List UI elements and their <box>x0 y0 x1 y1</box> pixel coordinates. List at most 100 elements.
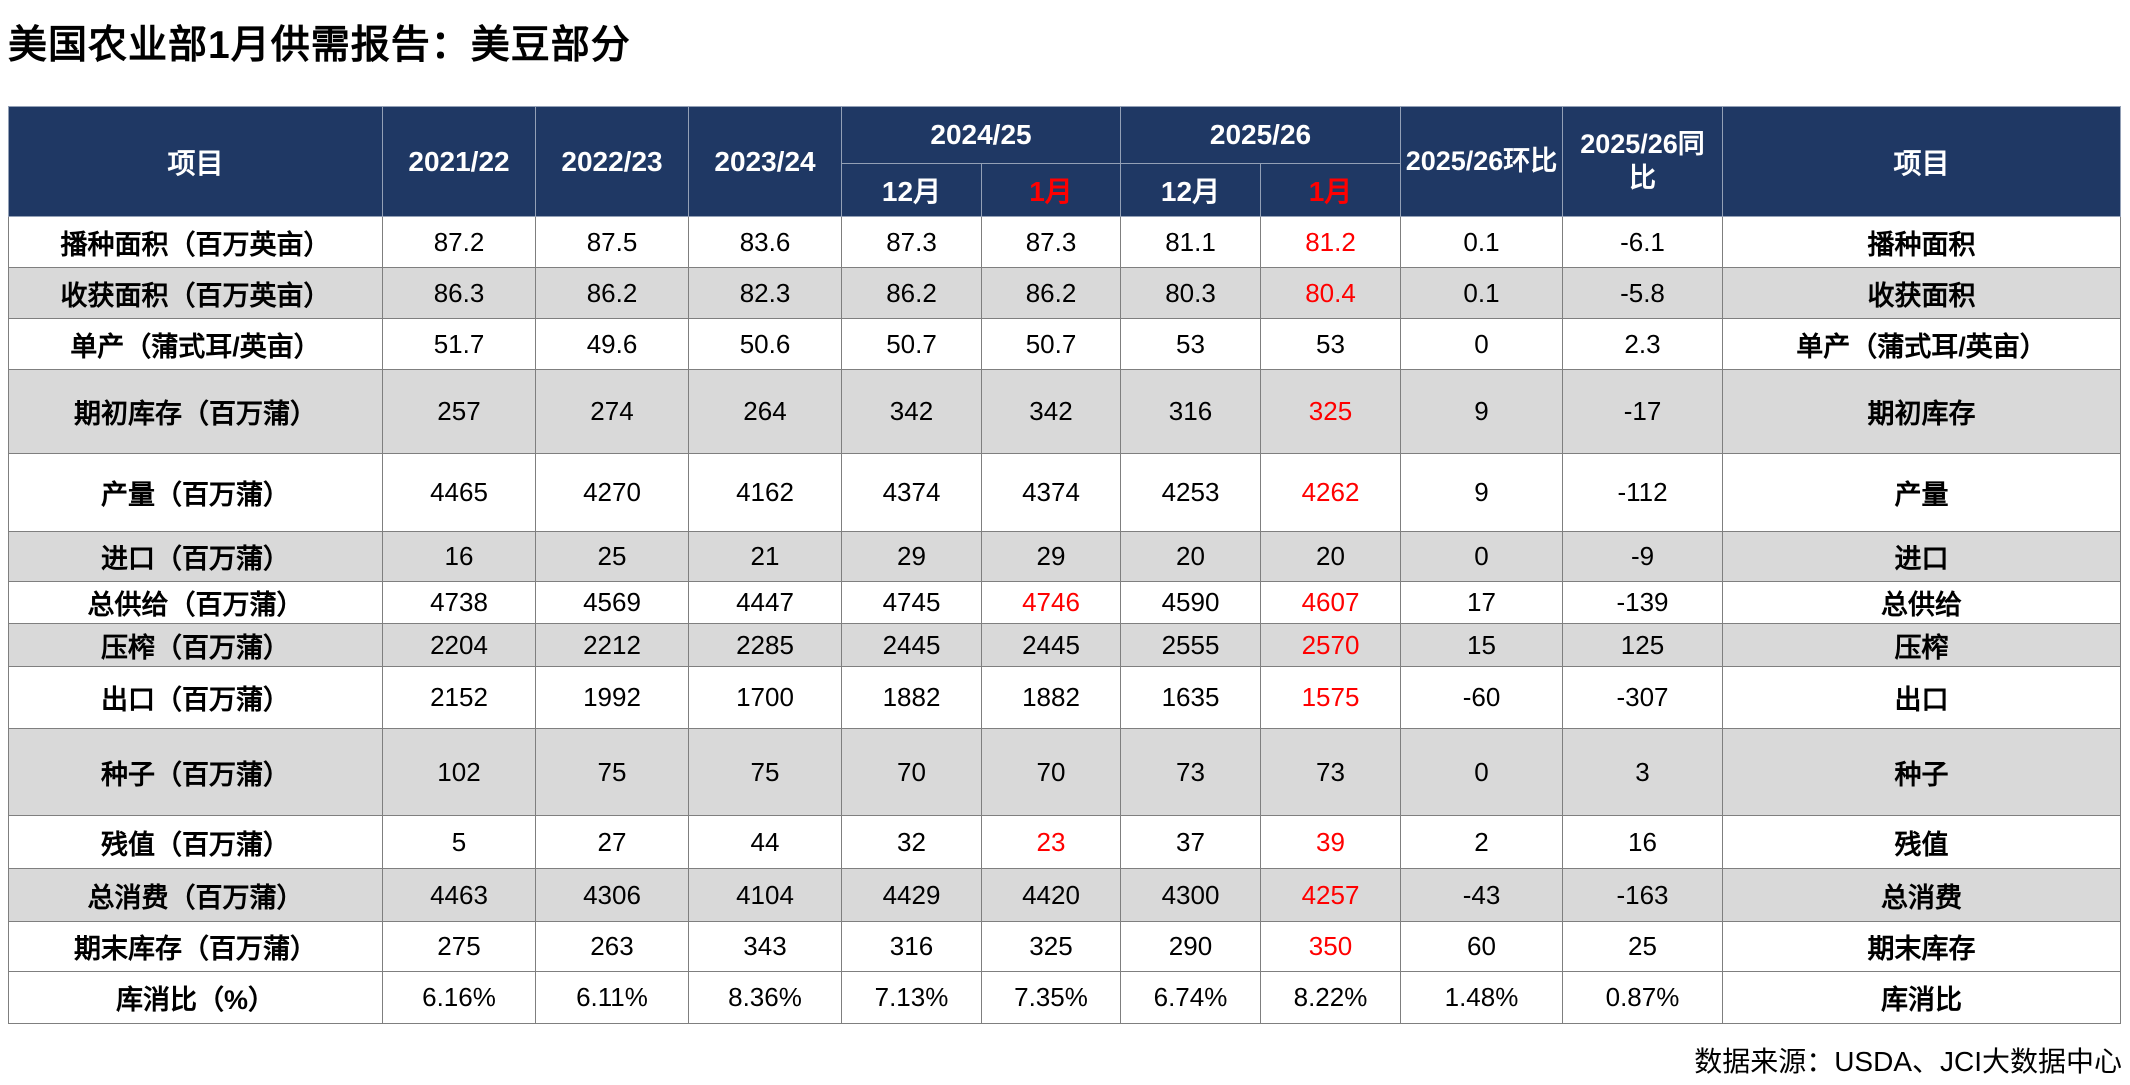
value-cell: 4257 <box>1260 868 1401 922</box>
value-cell: 342 <box>981 369 1121 454</box>
value-cell: 75 <box>688 728 842 816</box>
value-cell: 4162 <box>688 453 842 532</box>
value-cell: 6.74% <box>1120 971 1261 1024</box>
value-cell: 53 <box>1120 318 1261 370</box>
col-header-year-2023-24: 2023/24 <box>688 106 842 217</box>
value-cell: 6.16% <box>382 971 536 1024</box>
value-cell: 86.2 <box>841 267 982 319</box>
value-cell: 257 <box>382 369 536 454</box>
row-label-left: 出口（百万蒲） <box>8 666 383 729</box>
col-header-item-left: 项目 <box>8 106 383 217</box>
value-cell: 4270 <box>535 453 689 532</box>
value-cell: 325 <box>981 921 1121 972</box>
value-cell: 4420 <box>981 868 1121 922</box>
table-row: 产量（百万蒲） 4465 4270 4162 4374 4374 4253 4262 9 -112… <box>8 453 2121 532</box>
value-cell: 7.13% <box>841 971 982 1024</box>
supply-demand-table: 项目 2021/22 2022/23 2023/24 2024/25 2025/… <box>8 106 2121 1024</box>
table-body: 播种面积（百万英亩） 87.2 87.5 83.6 87.3 87.3 81.1 81.2 0.… <box>8 216 2121 1024</box>
col-header-yoy: 2025/26同比 <box>1562 106 1723 217</box>
value-cell: 102 <box>382 728 536 816</box>
col-header-month-dec-2025-26: 12月 <box>1120 163 1261 217</box>
table-row: 进口（百万蒲） 16 25 21 29 29 20 20 0 -9 进口 <box>8 531 2121 582</box>
value-cell: 50.7 <box>981 318 1121 370</box>
row-label-right: 进口 <box>1722 531 2121 582</box>
value-cell: 25 <box>535 531 689 582</box>
row-label-left: 进口（百万蒲） <box>8 531 383 582</box>
value-cell: -112 <box>1562 453 1723 532</box>
value-cell: 25 <box>1562 921 1723 972</box>
value-cell: 125 <box>1562 623 1723 667</box>
table-header: 项目 2021/22 2022/23 2023/24 2024/25 2025/… <box>8 106 2121 217</box>
row-label-left: 总消费（百万蒲） <box>8 868 383 922</box>
row-label-left: 收获面积（百万英亩） <box>8 267 383 319</box>
value-cell: 2285 <box>688 623 842 667</box>
table-row: 期末库存（百万蒲） 275 263 343 316 325 290 350 60 25 期末库存 <box>8 921 2121 972</box>
value-cell: 316 <box>1120 369 1261 454</box>
value-cell: 4738 <box>382 581 536 624</box>
value-cell: 51.7 <box>382 318 536 370</box>
value-cell: 16 <box>382 531 536 582</box>
value-cell: 87.5 <box>535 216 689 268</box>
value-cell: 7.35% <box>981 971 1121 1024</box>
value-cell: 2152 <box>382 666 536 729</box>
row-label-left: 总供给（百万蒲） <box>8 581 383 624</box>
col-header-month-dec-2024-25: 12月 <box>841 163 982 217</box>
row-label-right: 总消费 <box>1722 868 2121 922</box>
row-label-right: 库消比 <box>1722 971 2121 1024</box>
value-cell: 81.1 <box>1120 216 1261 268</box>
value-cell: -43 <box>1400 868 1563 922</box>
value-cell: 23 <box>981 815 1121 869</box>
value-cell: 27 <box>535 815 689 869</box>
row-label-right: 出口 <box>1722 666 2121 729</box>
row-label-right: 总供给 <box>1722 581 2121 624</box>
row-label-left: 产量（百万蒲） <box>8 453 383 532</box>
value-cell: 290 <box>1120 921 1261 972</box>
value-cell: 87.3 <box>981 216 1121 268</box>
value-cell: 1700 <box>688 666 842 729</box>
value-cell: 70 <box>981 728 1121 816</box>
value-cell: 275 <box>382 921 536 972</box>
row-label-right: 种子 <box>1722 728 2121 816</box>
table-row: 收获面积（百万英亩） 86.3 86.2 82.3 86.2 86.2 80.3 80.4 0.… <box>8 267 2121 319</box>
value-cell: 0 <box>1400 318 1563 370</box>
value-cell: 50.6 <box>688 318 842 370</box>
value-cell: 1635 <box>1120 666 1261 729</box>
value-cell: 87.2 <box>382 216 536 268</box>
value-cell: 2445 <box>841 623 982 667</box>
value-cell: 60 <box>1400 921 1563 972</box>
value-cell: 4374 <box>841 453 982 532</box>
value-cell: 4429 <box>841 868 982 922</box>
value-cell: 316 <box>841 921 982 972</box>
value-cell: 15 <box>1400 623 1563 667</box>
value-cell: 1.48% <box>1400 971 1563 1024</box>
col-group-2025-26: 2025/26 <box>1120 106 1401 164</box>
table-row: 期初库存（百万蒲） 257 274 264 342 342 316 325 9 -17 期初库存 <box>8 369 2121 454</box>
table-row: 压榨（百万蒲） 2204 2212 2285 2445 2445 2555 2570 15 125… <box>8 623 2121 667</box>
value-cell: 4607 <box>1260 581 1401 624</box>
value-cell: -9 <box>1562 531 1723 582</box>
value-cell: 73 <box>1120 728 1261 816</box>
col-header-month-jan-2025-26: 1月 <box>1260 163 1401 217</box>
value-cell: 4463 <box>382 868 536 922</box>
value-cell: 86.2 <box>981 267 1121 319</box>
row-label-left: 播种面积（百万英亩） <box>8 216 383 268</box>
value-cell: 73 <box>1260 728 1401 816</box>
value-cell: 29 <box>841 531 982 582</box>
table-row: 播种面积（百万英亩） 87.2 87.5 83.6 87.3 87.3 81.1 81.2 0.… <box>8 216 2121 268</box>
value-cell: 1575 <box>1260 666 1401 729</box>
value-cell: 2445 <box>981 623 1121 667</box>
value-cell: -6.1 <box>1562 216 1723 268</box>
col-header-year-2022-23: 2022/23 <box>535 106 689 217</box>
value-cell: 82.3 <box>688 267 842 319</box>
value-cell: 44 <box>688 815 842 869</box>
value-cell: 39 <box>1260 815 1401 869</box>
value-cell: -60 <box>1400 666 1563 729</box>
value-cell: 80.3 <box>1120 267 1261 319</box>
value-cell: 2 <box>1400 815 1563 869</box>
value-cell: 87.3 <box>841 216 982 268</box>
value-cell: 29 <box>981 531 1121 582</box>
value-cell: 4300 <box>1120 868 1261 922</box>
value-cell: 2.3 <box>1562 318 1723 370</box>
value-cell: 21 <box>688 531 842 582</box>
value-cell: 263 <box>535 921 689 972</box>
